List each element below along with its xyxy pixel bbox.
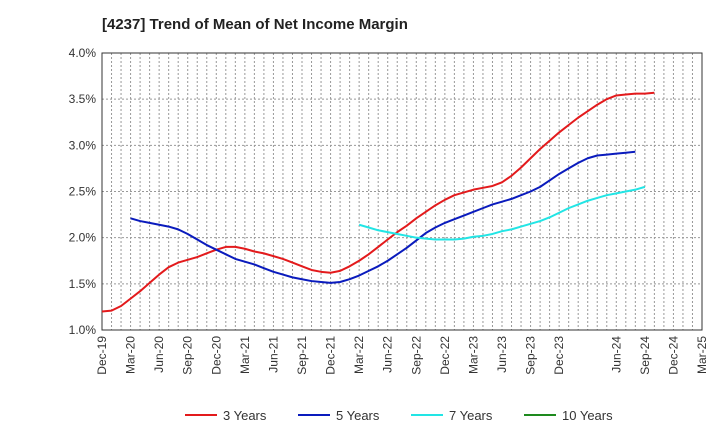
x-tick-label: Mar-21 <box>238 336 252 374</box>
x-tick-label: Sep-23 <box>524 336 538 375</box>
x-tick-label: Mar-20 <box>124 336 138 374</box>
x-tick-label: Jun-20 <box>152 336 166 373</box>
x-tick-label: Sep-22 <box>409 336 423 375</box>
x-tick-label: Dec-24 <box>666 336 680 375</box>
legend-label: 3 Years <box>223 408 267 423</box>
y-tick-label: 2.0% <box>69 231 97 245</box>
gridlines <box>102 53 702 330</box>
x-axis-ticks: Dec-19 Mar-20 Jun-20 Sep-20 Dec-20 Mar-21 Jun-… <box>95 336 709 375</box>
plot-area-frame <box>101 52 703 331</box>
series-line-1 <box>101 91 655 313</box>
x-tick-label: Jun-21 <box>266 336 280 373</box>
legend-label: 10 Years <box>562 408 613 423</box>
x-tick-label: Mar-25 <box>695 336 709 374</box>
x-tick-label: Sep-21 <box>295 336 309 375</box>
x-tick-label: Dec-20 <box>209 336 223 375</box>
x-tick-label: Dec-23 <box>552 336 566 375</box>
x-tick-label: Sep-24 <box>638 336 652 375</box>
y-tick-label: 4.0% <box>69 46 97 60</box>
y-tick-label: 2.5% <box>69 185 97 199</box>
y-axis-ticks: 1.0% 1.5% 2.0% 2.5% 3.0% 3.5% 4.0% <box>69 46 97 337</box>
x-tick-label: Dec-21 <box>324 336 338 375</box>
series-lines <box>101 91 655 313</box>
chart-title: [4237] Trend of Mean of Net Income Margi… <box>102 16 408 33</box>
x-tick-label: Dec-19 <box>95 336 109 375</box>
series-line-2 <box>130 150 636 284</box>
legend: 3 Years 5 Years 7 Years 10 Years <box>185 408 613 423</box>
y-tick-label: 3.5% <box>69 92 97 106</box>
x-tick-label: Mar-23 <box>466 336 480 374</box>
y-tick-label: 3.0% <box>69 138 97 152</box>
x-tick-label: Mar-22 <box>352 336 366 374</box>
x-tick-label: Dec-22 <box>438 336 452 375</box>
y-tick-label: 1.0% <box>69 323 97 337</box>
y-tick-label: 1.5% <box>69 277 97 291</box>
legend-label: 7 Years <box>449 408 493 423</box>
x-tick-label: Jun-24 <box>609 336 623 373</box>
legend-label: 5 Years <box>336 408 380 423</box>
x-tick-label: Sep-20 <box>181 336 195 375</box>
x-tick-label: Jun-22 <box>381 336 395 373</box>
x-tick-label: Jun-23 <box>495 336 509 373</box>
series-line-3 <box>358 185 646 241</box>
